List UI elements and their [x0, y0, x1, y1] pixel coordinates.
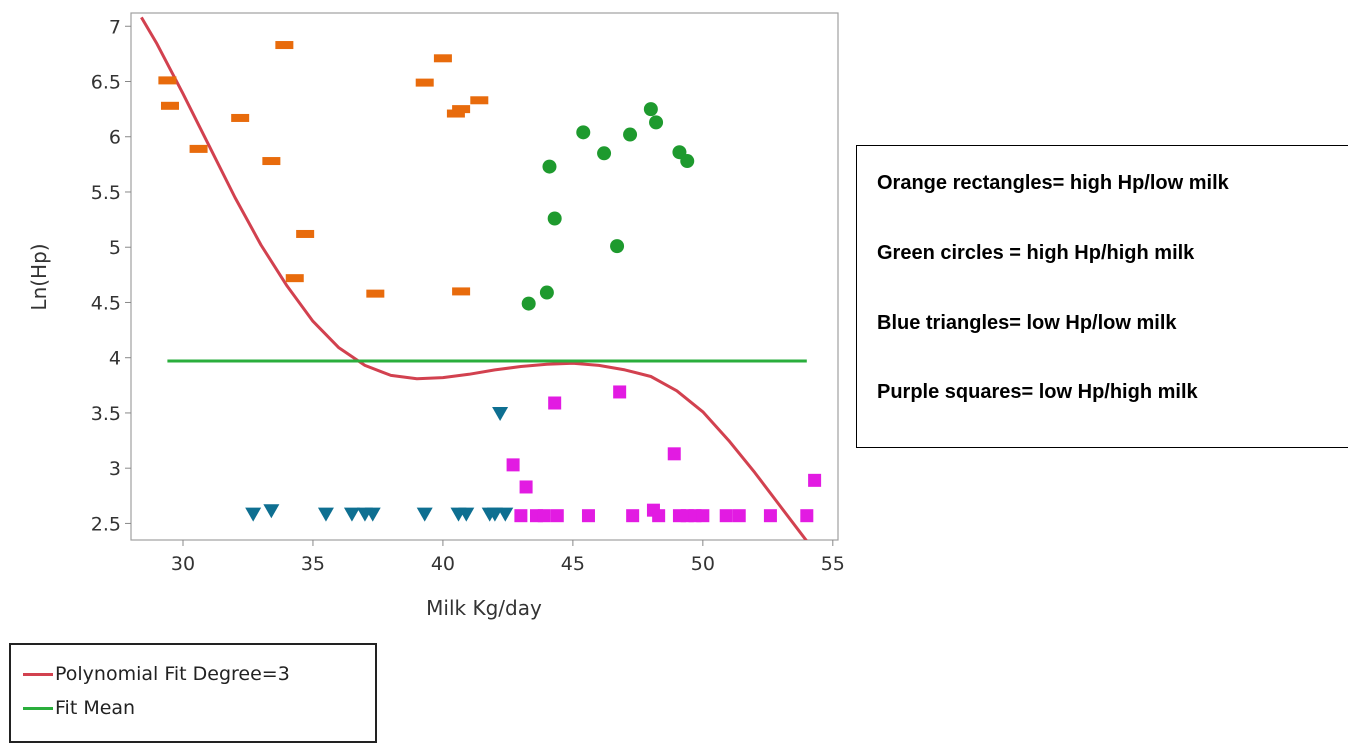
- plot-frame: [130, 12, 839, 541]
- circle-point: [623, 127, 638, 142]
- rectangle-point: [452, 287, 471, 296]
- rectangle-point: [366, 289, 385, 298]
- circle-point: [610, 239, 625, 254]
- y-tick-label: 6.5: [91, 71, 121, 93]
- circle-point: [680, 154, 695, 169]
- square-point: [537, 509, 551, 523]
- square-point: [626, 509, 640, 523]
- square-point: [519, 480, 533, 494]
- rectangle-point: [262, 157, 281, 166]
- y-tick-label: 4: [109, 348, 121, 370]
- legend-item-fit-mean: Fit Mean: [23, 693, 135, 723]
- square-point: [514, 509, 528, 523]
- legend-swatch-red: [23, 672, 53, 676]
- triangle-down-point: [416, 507, 433, 522]
- circle-point: [576, 125, 591, 140]
- rectangle-point: [470, 96, 489, 105]
- scatter-plot: 30 35 40 45 50 55 2.5 3 3.5 4 4.5 5 5.5 6 6.5 7 Milk K…: [27, 12, 845, 620]
- y-tick-label: 7: [109, 16, 121, 38]
- y-tick-label: 5.5: [91, 182, 121, 204]
- triangle-down-point: [364, 507, 381, 522]
- y-tick-label: 4.5: [91, 292, 121, 314]
- square-point: [506, 458, 520, 472]
- triangle-down-point: [486, 507, 503, 522]
- fit-lines: [140, 16, 808, 540]
- square-point: [581, 509, 595, 523]
- legend-swatch-green: [23, 706, 53, 710]
- y-tick-label: 6: [109, 127, 121, 149]
- square-point: [763, 509, 777, 523]
- legend-label: Fit Mean: [55, 697, 136, 719]
- rectangle-point: [452, 105, 471, 114]
- data-points: [158, 41, 822, 523]
- legend: Polynomial Fit Degree=3 Fit Mean: [9, 643, 377, 743]
- rectangle-point: [231, 113, 250, 122]
- circle-point: [539, 285, 554, 300]
- y-tick-label: 3.5: [91, 403, 121, 425]
- x-tick-label: 45: [561, 553, 585, 575]
- x-tick-label: 55: [821, 553, 845, 575]
- rectangle-point: [158, 76, 177, 85]
- triangle-down-point: [245, 507, 262, 522]
- triangle-down-point: [458, 507, 475, 522]
- triangle-down-point: [497, 507, 514, 522]
- square-point: [800, 509, 814, 523]
- square-point: [667, 447, 681, 461]
- square-point: [719, 509, 733, 523]
- y-tick-label: 2.5: [91, 513, 121, 535]
- triangle-down-point: [492, 407, 509, 422]
- circle-point: [597, 146, 612, 161]
- annotation-purple: Purple squares= low Hp/high milk: [877, 381, 1198, 403]
- rectangle-point: [446, 109, 465, 118]
- triangle-down-point: [317, 507, 334, 522]
- x-tick-label: 30: [171, 553, 195, 575]
- square-point: [696, 509, 710, 523]
- annotation-box: Orange rectangles= high Hp/low milk Gree…: [856, 145, 1348, 448]
- y-tick-label: 5: [109, 237, 121, 259]
- x-tick-label: 50: [691, 553, 715, 575]
- x-axis-label: Milk Kg/day: [426, 596, 542, 620]
- rectangle-point: [415, 78, 434, 87]
- y-axis-label: Ln(Hp): [27, 243, 51, 310]
- rectangle-point: [433, 54, 452, 63]
- annotation-orange: Orange rectangles= high Hp/low milk: [877, 172, 1229, 194]
- polynomial-fit-degree-3-line: [140, 16, 808, 540]
- triangle-down-point: [263, 504, 280, 519]
- circle-point: [643, 102, 658, 117]
- square-point: [548, 396, 562, 410]
- annotation-blue: Blue triangles= low Hp/low milk: [877, 312, 1177, 334]
- rectangle-point: [296, 229, 315, 238]
- x-tick-label: 40: [431, 553, 455, 575]
- y-tick-label: 3: [109, 458, 121, 480]
- circle-point: [547, 211, 562, 226]
- circle-point: [542, 159, 557, 174]
- legend-label: Polynomial Fit Degree=3: [55, 663, 290, 685]
- rectangle-point: [285, 274, 304, 283]
- square-point: [652, 509, 666, 523]
- circle-point: [521, 296, 536, 311]
- square-point: [732, 509, 746, 523]
- y-axis: 2.5 3 3.5 4 4.5 5 5.5 6 6.5 7: [91, 16, 131, 535]
- rectangle-point: [189, 144, 208, 153]
- square-point: [613, 385, 627, 399]
- square-point: [550, 509, 564, 523]
- rectangle-point: [275, 41, 294, 50]
- circle-point: [649, 115, 664, 130]
- x-axis: 30 35 40 45 50 55: [171, 540, 845, 575]
- legend-item-polynomial-fit: Polynomial Fit Degree=3: [23, 659, 290, 689]
- annotation-green: Green circles = high Hp/high milk: [877, 242, 1195, 264]
- square-point: [808, 473, 822, 487]
- x-tick-label: 35: [301, 553, 325, 575]
- triangle-down-point: [343, 507, 360, 522]
- rectangle-point: [160, 101, 179, 110]
